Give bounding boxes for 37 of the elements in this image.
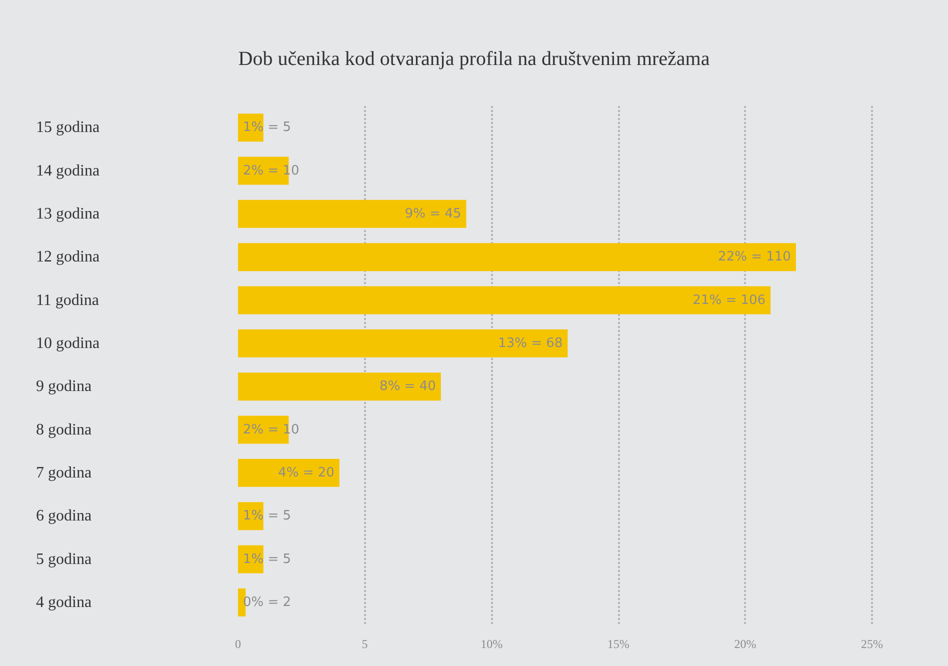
- bar: [238, 200, 466, 228]
- x-tick-label: 15%: [607, 637, 630, 651]
- y-tick-label: 15 godina: [36, 119, 100, 136]
- y-tick-label: 10 godina: [36, 334, 100, 352]
- bar: [238, 286, 771, 314]
- data-label: 9% = 45: [404, 206, 462, 222]
- bar: [238, 372, 441, 401]
- x-tick-label: 5: [362, 637, 368, 651]
- y-tick-label: 12 godina: [36, 248, 100, 266]
- data-label: 8% = 40: [380, 379, 436, 394]
- data-label: 1% = 5: [243, 120, 292, 136]
- data-label: 4% = 20: [278, 465, 334, 480]
- y-tick-label: 6 godina: [36, 508, 92, 525]
- data-label: 1% = 5: [243, 508, 292, 524]
- bar: [238, 243, 796, 272]
- data-label: 22% = 110: [718, 250, 791, 265]
- y-tick-label: 4 godina: [36, 594, 92, 611]
- x-tick-label: 0: [235, 637, 241, 651]
- y-tick-label: 14 godina: [36, 162, 100, 180]
- bar: [238, 545, 264, 574]
- bar: [238, 114, 264, 142]
- data-label: 1% = 5: [243, 552, 292, 567]
- y-tick-label: 9 godina: [36, 378, 92, 396]
- bar: [238, 502, 264, 530]
- bar: [238, 329, 568, 358]
- data-label: 13% = 68: [498, 336, 563, 351]
- chart-title: Dob učenika kod otvaranja profila na društvenim mrežama: [238, 48, 710, 70]
- x-tick-label: 10%: [480, 637, 503, 651]
- data-label: 21% = 106: [692, 292, 766, 308]
- y-tick-label: 5 godina: [36, 550, 92, 568]
- x-tick-label: 25%: [861, 637, 883, 651]
- bar: [238, 458, 340, 487]
- y-tick-label: 8 godina: [36, 421, 92, 438]
- y-tick-label: 11 godina: [36, 292, 99, 309]
- y-tick-label: 13 godina: [36, 205, 100, 222]
- x-tick-label: 20%: [734, 637, 756, 651]
- y-tick-label: 7 godina: [36, 464, 92, 482]
